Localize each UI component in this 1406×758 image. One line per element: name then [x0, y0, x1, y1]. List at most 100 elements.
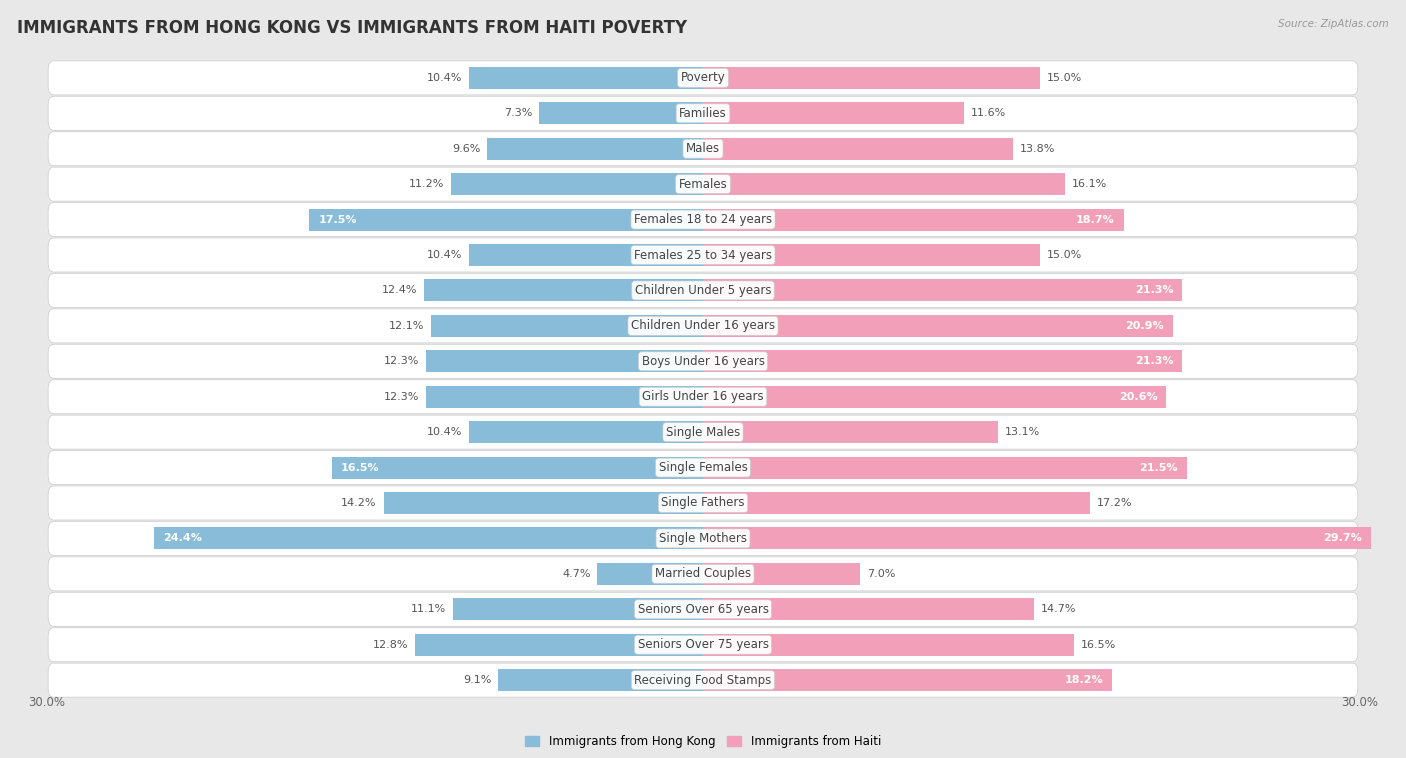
FancyBboxPatch shape	[48, 132, 1358, 166]
FancyBboxPatch shape	[48, 628, 1358, 662]
Text: 11.6%: 11.6%	[970, 108, 1005, 118]
FancyBboxPatch shape	[48, 274, 1358, 308]
Text: 9.6%: 9.6%	[451, 144, 481, 154]
Text: Single Females: Single Females	[658, 461, 748, 474]
Text: 11.1%: 11.1%	[412, 604, 447, 614]
Bar	[703, 598, 1033, 620]
Text: 4.7%: 4.7%	[562, 568, 591, 579]
Text: 12.8%: 12.8%	[373, 640, 408, 650]
Bar	[415, 634, 703, 656]
Text: 10.4%: 10.4%	[427, 428, 463, 437]
Bar	[703, 421, 998, 443]
Bar	[703, 634, 1074, 656]
Bar	[703, 386, 1167, 408]
Text: 7.0%: 7.0%	[868, 568, 896, 579]
FancyBboxPatch shape	[48, 592, 1358, 626]
FancyBboxPatch shape	[48, 309, 1358, 343]
Bar	[703, 244, 1040, 266]
Text: Males: Males	[686, 143, 720, 155]
Bar	[470, 244, 703, 266]
Text: Single Mothers: Single Mothers	[659, 532, 747, 545]
Bar	[453, 598, 703, 620]
Text: 16.5%: 16.5%	[1081, 640, 1116, 650]
Text: 14.7%: 14.7%	[1040, 604, 1076, 614]
Bar	[425, 280, 703, 302]
Text: 14.2%: 14.2%	[342, 498, 377, 508]
Legend: Immigrants from Hong Kong, Immigrants from Haiti: Immigrants from Hong Kong, Immigrants fr…	[524, 735, 882, 748]
Bar	[470, 421, 703, 443]
Text: 30.0%: 30.0%	[1341, 696, 1378, 709]
Bar	[703, 102, 965, 124]
Bar	[451, 173, 703, 195]
FancyBboxPatch shape	[48, 96, 1358, 130]
Text: 12.3%: 12.3%	[384, 356, 419, 366]
Text: 12.1%: 12.1%	[388, 321, 425, 330]
Bar	[703, 280, 1182, 302]
Text: 20.6%: 20.6%	[1119, 392, 1157, 402]
Bar	[703, 173, 1066, 195]
Bar	[703, 208, 1123, 230]
Text: Married Couples: Married Couples	[655, 567, 751, 581]
Text: 11.2%: 11.2%	[409, 179, 444, 190]
Text: 21.3%: 21.3%	[1135, 356, 1173, 366]
Text: 13.8%: 13.8%	[1021, 144, 1056, 154]
Bar	[155, 528, 703, 550]
FancyBboxPatch shape	[48, 663, 1358, 697]
Bar	[703, 528, 1371, 550]
Bar	[384, 492, 703, 514]
Bar	[703, 315, 1173, 337]
Text: 10.4%: 10.4%	[427, 250, 463, 260]
Bar	[332, 456, 703, 478]
Bar	[703, 67, 1040, 89]
Bar	[703, 563, 860, 585]
Text: 16.1%: 16.1%	[1071, 179, 1107, 190]
Text: 12.3%: 12.3%	[384, 392, 419, 402]
Bar	[309, 208, 703, 230]
Text: 18.2%: 18.2%	[1064, 675, 1104, 685]
FancyBboxPatch shape	[48, 557, 1358, 591]
Bar	[538, 102, 703, 124]
Bar	[470, 67, 703, 89]
Text: Girls Under 16 years: Girls Under 16 years	[643, 390, 763, 403]
Text: IMMIGRANTS FROM HONG KONG VS IMMIGRANTS FROM HAITI POVERTY: IMMIGRANTS FROM HONG KONG VS IMMIGRANTS …	[17, 19, 688, 37]
Text: Children Under 16 years: Children Under 16 years	[631, 319, 775, 332]
Text: 21.3%: 21.3%	[1135, 286, 1173, 296]
Text: Females 25 to 34 years: Females 25 to 34 years	[634, 249, 772, 262]
Bar	[430, 315, 703, 337]
FancyBboxPatch shape	[48, 415, 1358, 449]
Text: Source: ZipAtlas.com: Source: ZipAtlas.com	[1278, 19, 1389, 29]
Bar	[703, 350, 1182, 372]
Bar	[703, 669, 1112, 691]
FancyBboxPatch shape	[48, 380, 1358, 414]
Text: 16.5%: 16.5%	[340, 462, 380, 472]
FancyBboxPatch shape	[48, 167, 1358, 201]
Text: Poverty: Poverty	[681, 71, 725, 84]
Bar	[426, 386, 703, 408]
Bar	[598, 563, 703, 585]
Text: 15.0%: 15.0%	[1047, 250, 1083, 260]
Text: Seniors Over 65 years: Seniors Over 65 years	[637, 603, 769, 615]
Text: 15.0%: 15.0%	[1047, 73, 1083, 83]
Text: Children Under 5 years: Children Under 5 years	[634, 284, 772, 297]
Bar	[703, 456, 1187, 478]
FancyBboxPatch shape	[48, 202, 1358, 236]
Text: 29.7%: 29.7%	[1323, 534, 1362, 543]
Bar	[426, 350, 703, 372]
Text: 21.5%: 21.5%	[1139, 462, 1178, 472]
Text: 20.9%: 20.9%	[1126, 321, 1164, 330]
Text: 24.4%: 24.4%	[163, 534, 202, 543]
Text: 9.1%: 9.1%	[463, 675, 492, 685]
FancyBboxPatch shape	[48, 522, 1358, 556]
Bar	[498, 669, 703, 691]
FancyBboxPatch shape	[48, 486, 1358, 520]
Text: 13.1%: 13.1%	[1004, 428, 1039, 437]
Text: 18.7%: 18.7%	[1076, 215, 1115, 224]
Text: Boys Under 16 years: Boys Under 16 years	[641, 355, 765, 368]
Text: 30.0%: 30.0%	[28, 696, 65, 709]
Text: 10.4%: 10.4%	[427, 73, 463, 83]
Text: Single Males: Single Males	[666, 426, 740, 439]
Text: 12.4%: 12.4%	[382, 286, 418, 296]
Text: Families: Families	[679, 107, 727, 120]
Text: Females: Females	[679, 177, 727, 191]
Text: 7.3%: 7.3%	[503, 108, 531, 118]
